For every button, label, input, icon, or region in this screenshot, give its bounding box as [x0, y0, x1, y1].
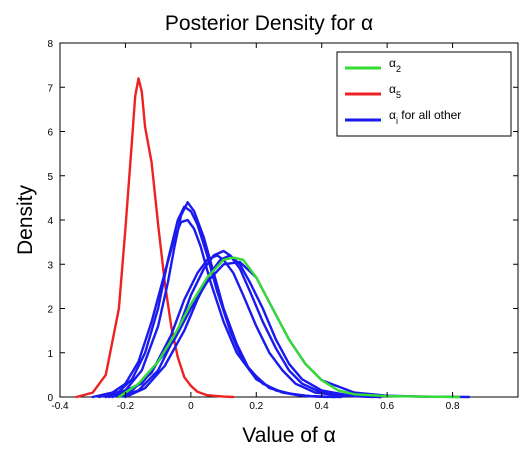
legend-label-1: α2 [389, 56, 401, 74]
x-tick-label: 0 [188, 401, 194, 412]
x-tick-label: 0.2 [249, 401, 263, 412]
series-line-4 [104, 201, 336, 399]
x-tick-label: -0.4 [51, 401, 69, 412]
y-tick-label: 2 [47, 305, 53, 316]
y-axis-title: Density [14, 184, 37, 255]
x-tick-label: 0.8 [446, 401, 460, 412]
series-layer [75, 77, 471, 399]
x-tick-label: 0.4 [315, 401, 329, 412]
y-tick-label: 1 [47, 349, 53, 360]
x-tick-label: -0.2 [117, 401, 135, 412]
series-line-9 [117, 256, 461, 399]
chart-title: Posterior Density for α [165, 12, 373, 35]
ticks-layer: -0.4 -0.2 0 0.2 0.4 0.6 0.8 0 1 2 3 4 5 6 7 8 [47, 39, 518, 412]
y-tick-label: 8 [47, 39, 53, 50]
y-tick-label: 7 [47, 83, 53, 94]
series-line-1 [75, 77, 235, 399]
legend-label-2: α5 [389, 82, 401, 100]
legend: α2 α5 αi for all other [336, 51, 512, 137]
series-line-5 [111, 254, 376, 399]
y-tick-label: 5 [47, 172, 53, 183]
x-axis-title: Value of α [242, 424, 335, 447]
legend-label-3: αi for all other [389, 108, 461, 126]
y-tick-label: 4 [47, 216, 53, 227]
y-tick-label: 6 [47, 128, 53, 139]
series-line-7 [124, 254, 382, 399]
y-tick-label: 3 [47, 260, 53, 271]
x-tick-label: 0.6 [380, 401, 394, 412]
y-tick-label: 0 [47, 393, 53, 404]
